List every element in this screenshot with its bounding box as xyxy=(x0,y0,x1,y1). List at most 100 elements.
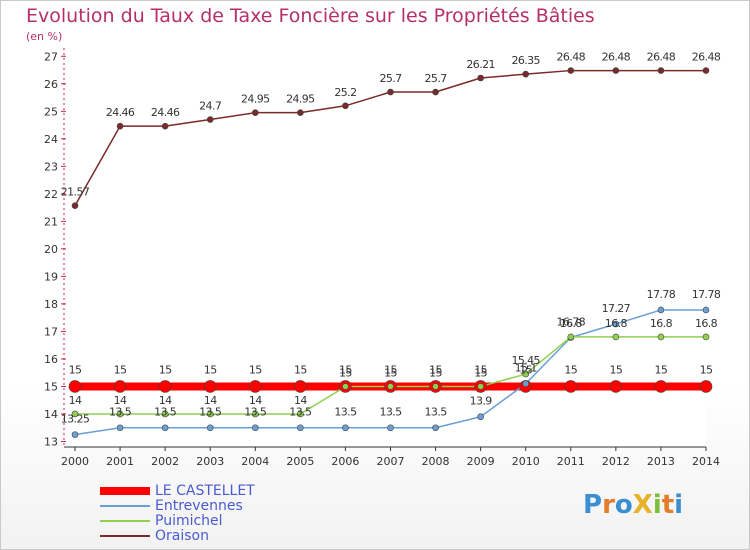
logo-letter: i xyxy=(652,490,662,520)
legend-label-entrevennes: Entrevennes xyxy=(155,498,243,514)
y-tick-label: 14 xyxy=(44,408,58,421)
data-label-le-castellet: 15 xyxy=(294,363,307,376)
legend-item-le-castellet: LE CASTELLET xyxy=(100,484,255,499)
data-label-puimichel: 15 xyxy=(384,366,397,379)
data-point-le-castellet xyxy=(564,380,578,393)
data-point-puimichel xyxy=(387,383,394,390)
data-point-entrevennes xyxy=(342,424,349,432)
data-label-oraison: 24.46 xyxy=(106,106,135,119)
data-point-le-castellet xyxy=(68,380,82,393)
data-label-entrevennes: 13.5 xyxy=(154,406,177,419)
data-label-puimichel: 16.8 xyxy=(605,317,628,330)
x-tick-label: 2009 xyxy=(467,455,495,468)
data-label-oraison: 24.95 xyxy=(286,93,315,106)
data-label-le-castellet: 15 xyxy=(204,363,217,376)
data-label-entrevennes: 17.27 xyxy=(602,302,631,315)
data-point-puimichel xyxy=(702,333,710,341)
x-tick-label: 2006 xyxy=(331,455,359,468)
data-label-le-castellet: 15 xyxy=(700,363,713,376)
data-point-entrevennes xyxy=(161,424,169,432)
y-tick-label: 16 xyxy=(44,353,58,366)
data-label-puimichel: 16.8 xyxy=(695,317,718,330)
legend-swatch-le-castellet xyxy=(100,487,150,495)
data-label-le-castellet: 15 xyxy=(609,363,622,376)
data-label-entrevennes: 13.5 xyxy=(199,406,222,419)
data-label-puimichel: 16.8 xyxy=(560,317,583,330)
data-label-oraison: 24.95 xyxy=(241,93,270,106)
data-point-puimichel xyxy=(297,410,304,418)
data-point-oraison xyxy=(342,102,349,110)
data-point-oraison xyxy=(612,67,620,74)
data-label-entrevennes: 13.9 xyxy=(470,395,493,408)
data-point-puimichel xyxy=(432,383,439,390)
y-tick-label: 20 xyxy=(44,243,58,256)
data-label-entrevennes: 17.78 xyxy=(647,288,676,301)
data-label-puimichel: 14 xyxy=(114,394,127,407)
data-label-oraison: 26.48 xyxy=(647,51,676,64)
data-label-le-castellet: 15 xyxy=(339,363,352,376)
data-point-entrevennes xyxy=(612,320,620,328)
logo-letter: o xyxy=(614,490,633,520)
data-point-oraison xyxy=(387,88,394,96)
data-point-oraison xyxy=(297,109,304,116)
data-label-entrevennes: 13.5 xyxy=(425,406,448,419)
legend-label-puimichel: Puimichel xyxy=(155,513,223,529)
data-point-puimichel xyxy=(657,333,665,341)
data-label-puimichel: 14 xyxy=(294,394,307,407)
data-label-le-castellet: 15 xyxy=(474,363,487,376)
data-point-le-castellet xyxy=(203,380,217,393)
data-label-puimichel: 14 xyxy=(204,394,217,407)
data-point-entrevennes xyxy=(522,380,530,388)
data-point-oraison xyxy=(567,67,575,74)
data-point-entrevennes xyxy=(206,424,214,432)
data-label-oraison: 26.21 xyxy=(466,58,495,71)
y-tick-label: 15 xyxy=(44,380,58,393)
data-point-entrevennes xyxy=(387,424,394,432)
data-point-puimichel xyxy=(206,410,214,418)
x-tick-label: 2001 xyxy=(106,455,134,468)
data-point-entrevennes xyxy=(116,424,124,432)
chart-title: Evolution du Taux de Taxe Foncière sur l… xyxy=(26,5,595,27)
legend-label-oraison: Oraison xyxy=(155,528,209,544)
legend: LE CASTELLET Entrevennes Puimichel Orais… xyxy=(100,484,255,544)
data-label-oraison: 24.46 xyxy=(151,106,180,119)
data-point-oraison xyxy=(477,74,484,82)
data-point-puimichel xyxy=(522,370,530,378)
data-label-oraison: 25.7 xyxy=(379,72,402,85)
logo-letter: r xyxy=(602,490,615,520)
data-point-puimichel xyxy=(567,333,575,341)
x-tick-label: 2014 xyxy=(692,455,720,468)
data-point-oraison xyxy=(161,122,169,130)
data-label-oraison: 26.35 xyxy=(511,54,540,67)
logo-letter: i xyxy=(674,490,684,520)
data-point-oraison xyxy=(522,70,530,78)
y-tick-label: 23 xyxy=(44,160,58,173)
data-label-entrevennes: 13.25 xyxy=(61,413,90,426)
data-label-le-castellet: 15 xyxy=(114,363,127,376)
y-tick-label: 27 xyxy=(44,50,58,63)
x-tick-label: 2008 xyxy=(422,455,450,468)
data-point-puimichel xyxy=(161,410,169,418)
legend-swatch-oraison xyxy=(100,535,150,537)
data-label-entrevennes: 13.5 xyxy=(334,406,357,419)
legend-label-le-castellet: LE CASTELLET xyxy=(155,483,255,499)
proxiti-logo: ProXiti xyxy=(583,490,683,520)
data-point-puimichel xyxy=(251,410,259,418)
logo-letter: P xyxy=(583,490,603,520)
data-point-le-castellet xyxy=(294,380,307,393)
data-point-le-castellet xyxy=(654,380,668,393)
data-label-entrevennes: 13.5 xyxy=(289,406,312,419)
x-tick-label: 2012 xyxy=(602,455,630,468)
data-point-entrevennes xyxy=(432,424,439,432)
data-point-le-castellet xyxy=(113,380,127,393)
data-point-entrevennes xyxy=(477,413,484,421)
x-tick-label: 2007 xyxy=(377,455,405,468)
data-label-oraison: 26.48 xyxy=(692,51,721,64)
data-label-puimichel: 15 xyxy=(429,366,442,379)
data-label-le-castellet: 15 xyxy=(429,363,442,376)
x-tick-label: 2005 xyxy=(286,455,314,468)
data-label-oraison: 24.7 xyxy=(199,100,222,113)
legend-item-entrevennes: Entrevennes xyxy=(100,499,255,514)
y-axis-unit: (en %) xyxy=(26,30,63,43)
y-tick-label: 13 xyxy=(44,435,58,448)
